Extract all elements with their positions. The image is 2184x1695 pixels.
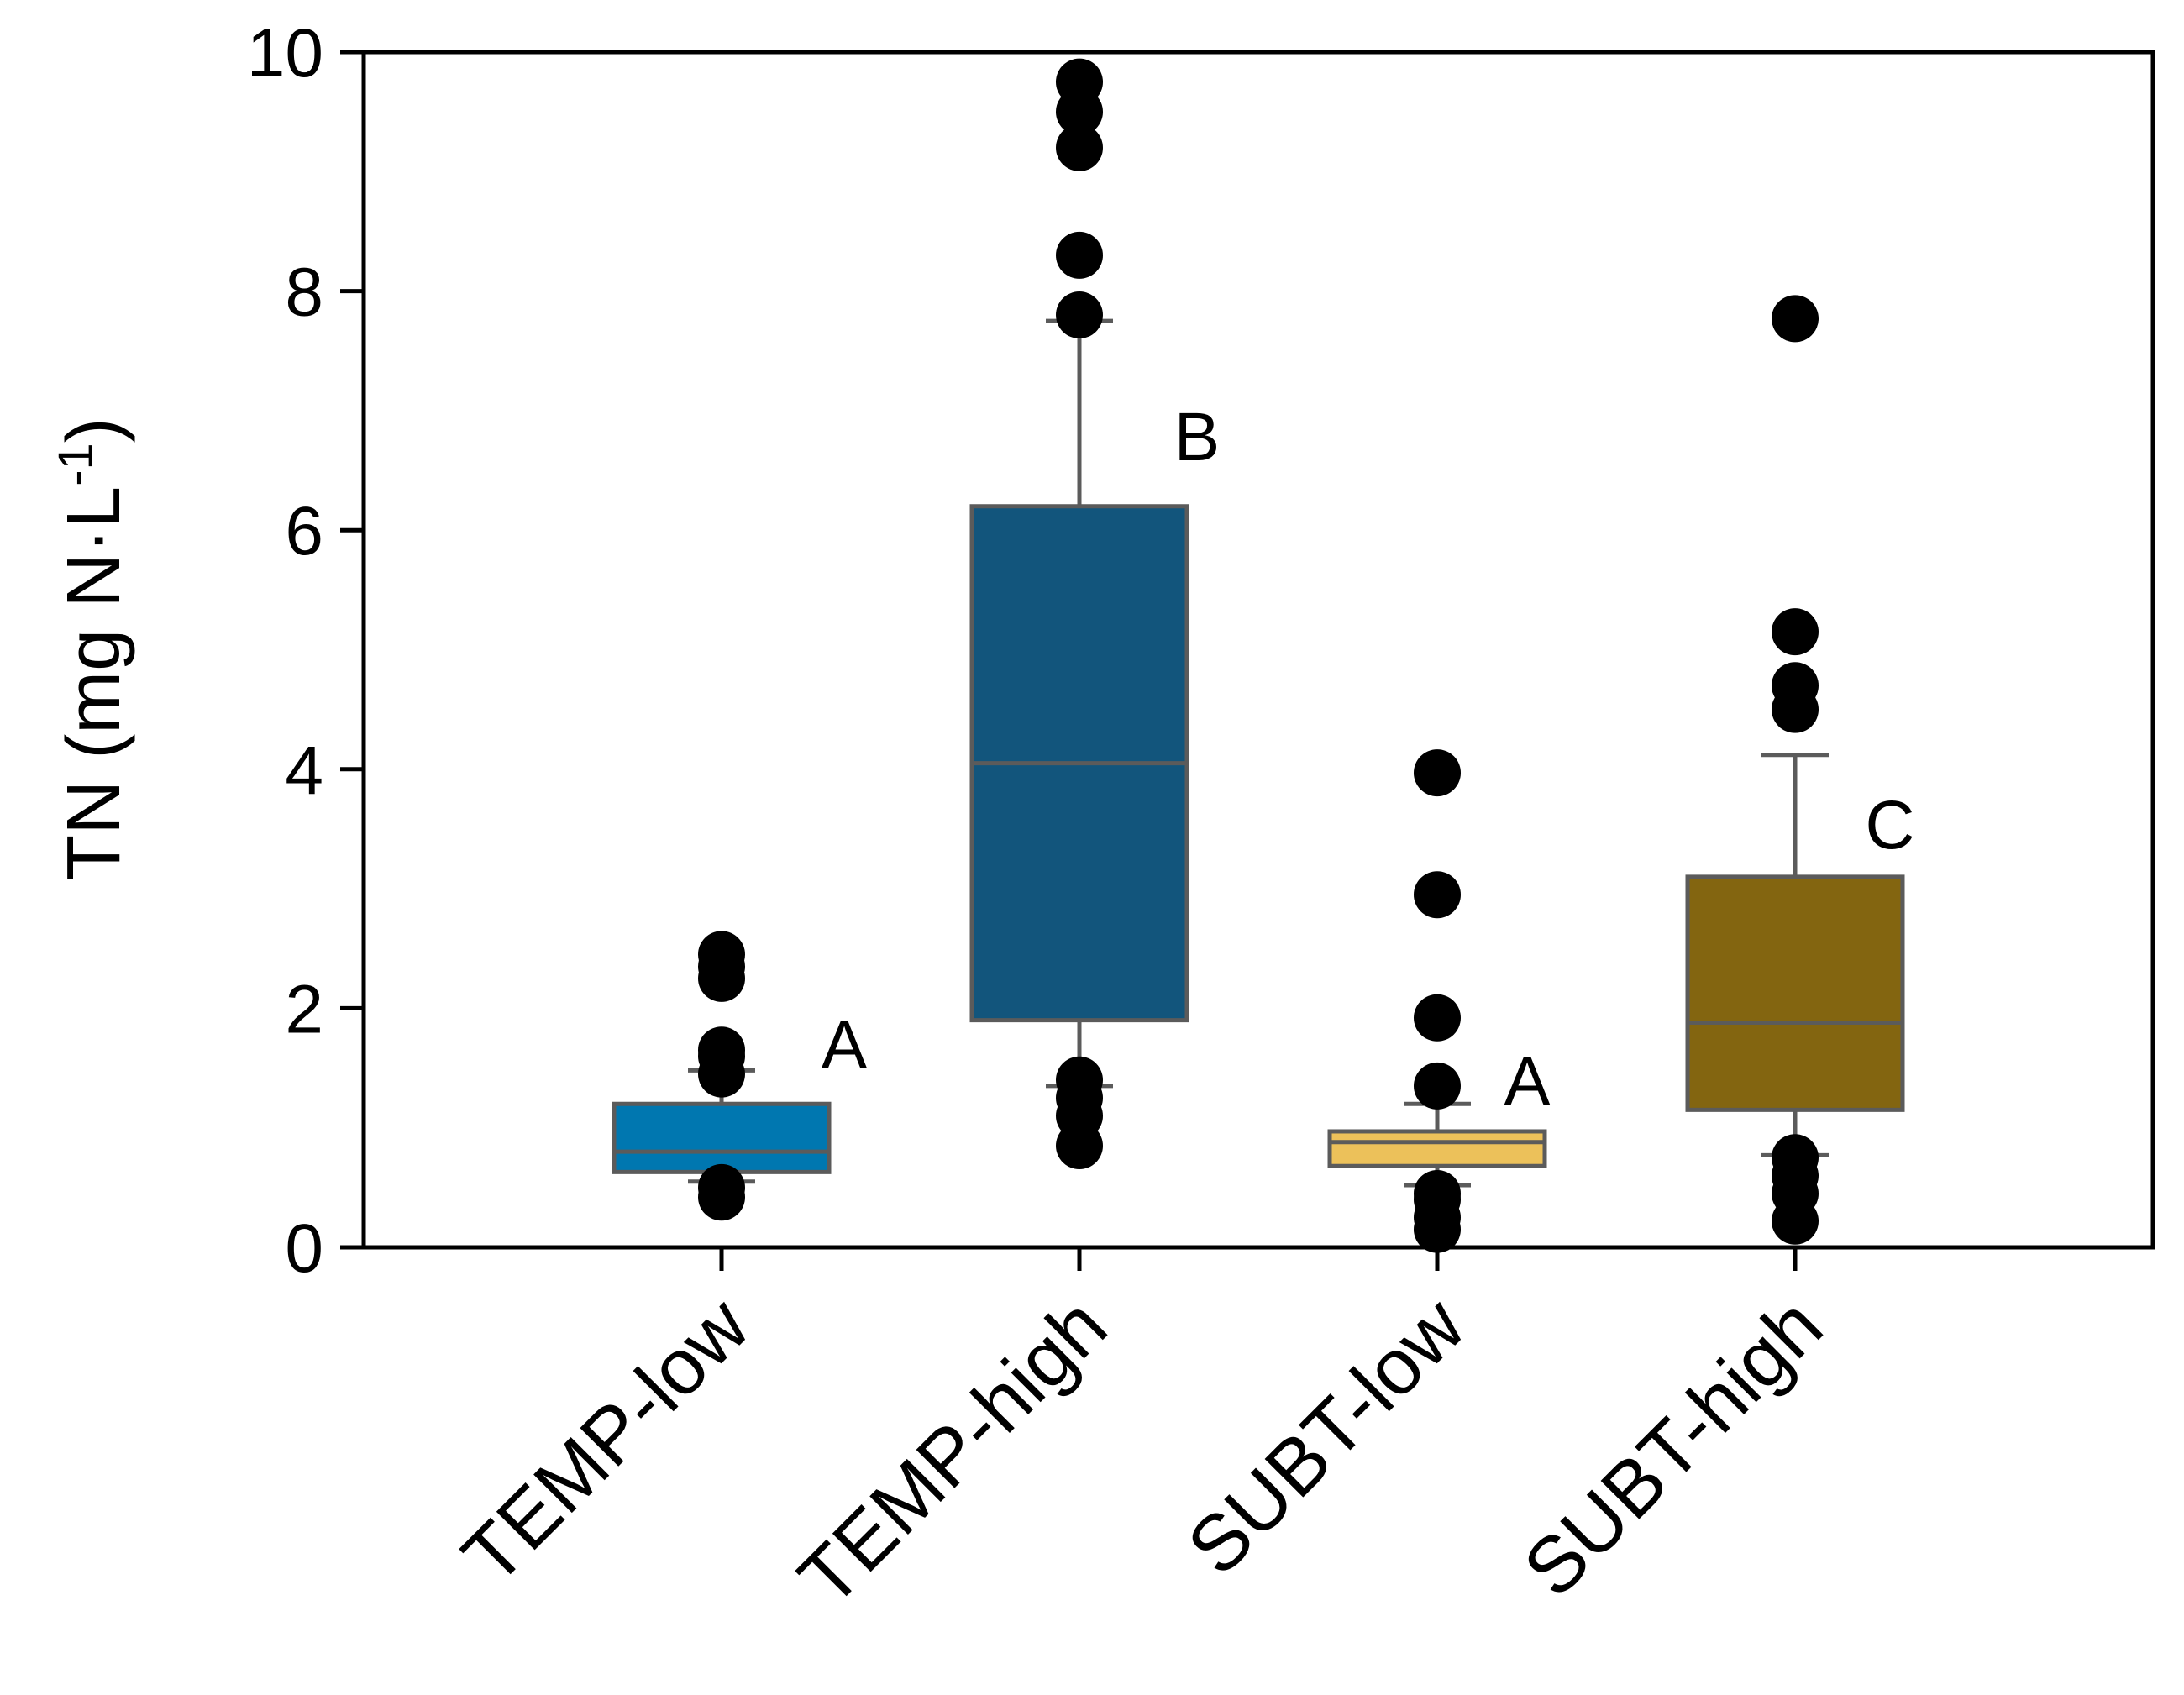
- y-axis-title-close: ): [52, 417, 136, 443]
- outlier-point: [1772, 1134, 1819, 1182]
- outlier-point: [698, 931, 745, 979]
- x-tick-label: TEMP-low: [445, 1280, 766, 1601]
- outlier-point: [698, 1163, 745, 1211]
- outlier-point: [1414, 1169, 1461, 1217]
- significance-letter: A: [1504, 1043, 1551, 1120]
- y-axis-title: TN (mg N·L-1): [49, 417, 137, 881]
- outlier-point: [1056, 58, 1103, 106]
- outlier-point: [1772, 295, 1819, 343]
- x-tick-label: SUBT-low: [1170, 1280, 1482, 1592]
- outlier-point: [1414, 1062, 1461, 1110]
- outlier-point: [1056, 123, 1103, 171]
- outlier-point: [1414, 749, 1461, 797]
- significance-letter: A: [822, 1007, 868, 1084]
- outlier-point: [1772, 662, 1819, 710]
- outlier-point: [1056, 231, 1103, 279]
- box-group-temp-high: B: [969, 58, 1221, 1170]
- y-tick-label: 2: [285, 971, 323, 1047]
- y-tick-label: 10: [247, 15, 323, 92]
- outlier-point: [1414, 871, 1461, 919]
- outlier-point: [1772, 608, 1819, 656]
- outlier-point: [1414, 994, 1461, 1042]
- iqr-box: [612, 1101, 832, 1174]
- box-group-subt-high: C: [1685, 295, 1915, 1245]
- y-axis-title-superscript: -1: [49, 443, 103, 486]
- significance-letter: B: [1174, 399, 1221, 475]
- y-tick-label: 8: [285, 255, 323, 331]
- plot-area: A B A C: [612, 58, 1915, 1253]
- outlier-point: [1056, 1056, 1103, 1104]
- y-axis-title-main: TN (mg N·L: [52, 486, 136, 881]
- outlier-point: [698, 1026, 745, 1074]
- box-group-subt-low: A: [1327, 749, 1551, 1253]
- iqr-box: [1685, 874, 1905, 1112]
- x-tick-label: TEMP-high: [781, 1281, 1123, 1623]
- iqr-box: [1327, 1129, 1547, 1168]
- y-tick-label: 4: [285, 732, 323, 809]
- plot-frame: [361, 50, 2155, 1250]
- x-tick-label: SUBT-high: [1506, 1281, 1839, 1614]
- significance-letter: C: [1865, 787, 1914, 863]
- box-group-temp-low: A: [612, 931, 868, 1221]
- y-tick-label: 0: [285, 1210, 323, 1287]
- y-tick-label: 6: [285, 493, 323, 569]
- outlier-point: [1056, 291, 1103, 339]
